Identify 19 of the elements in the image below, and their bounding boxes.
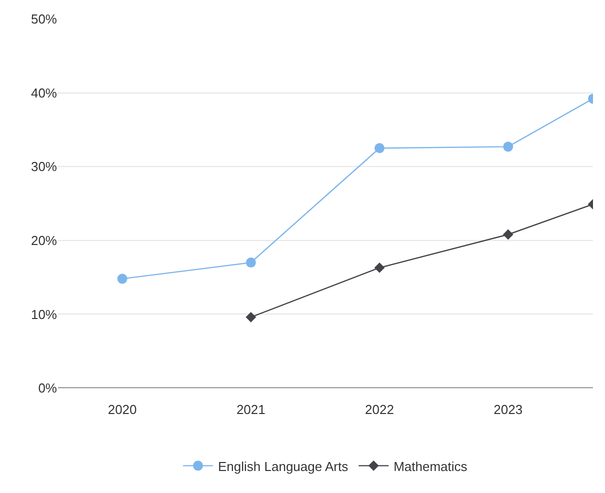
point bbox=[246, 258, 256, 268]
x-tick-label: 2022 bbox=[365, 402, 394, 417]
x-tick-label: 2020 bbox=[108, 402, 137, 417]
point bbox=[503, 142, 514, 152]
point bbox=[374, 262, 385, 273]
y-tick-label: 50% bbox=[30, 12, 58, 27]
y-tick-label: 0% bbox=[38, 380, 58, 396]
point bbox=[374, 143, 385, 154]
y-tick-label: 40% bbox=[30, 85, 58, 100]
point bbox=[502, 229, 514, 240]
legend-label: English Language Arts bbox=[218, 458, 349, 474]
y-tick-label: 30% bbox=[30, 159, 58, 174]
y-tick-label: 10% bbox=[30, 306, 58, 322]
point bbox=[117, 274, 128, 284]
y-tick-label: 20% bbox=[30, 232, 58, 248]
x-tick-label: 2021 bbox=[236, 402, 266, 417]
point bbox=[246, 312, 256, 322]
legend-label: Mathematics bbox=[394, 458, 468, 474]
x-tick-label: 2023 bbox=[494, 402, 523, 417]
